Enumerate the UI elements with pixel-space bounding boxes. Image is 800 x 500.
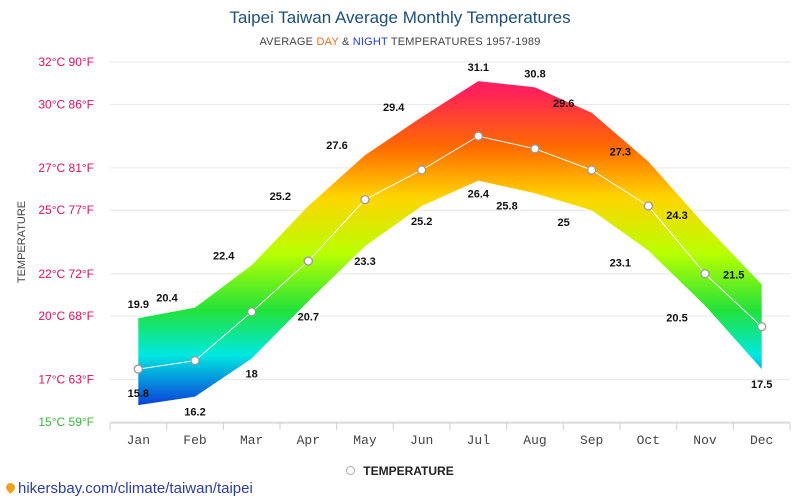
subtitle-night: NIGHT	[352, 36, 388, 48]
day-value-label: 31.1	[468, 62, 489, 74]
temperature-band-layer	[138, 81, 762, 406]
x-tick-label: Jan	[127, 433, 150, 448]
x-tick-label: Apr	[297, 433, 320, 448]
night-value-label: 17.5	[751, 379, 772, 391]
x-tick-label: Dec	[750, 433, 773, 448]
y-tick-label: 20°C 68°F	[38, 309, 94, 323]
y-axis-title: TEMPERATURE	[16, 201, 28, 283]
day-value-label: 27.6	[326, 140, 347, 152]
night-value-label: 20.7	[298, 311, 319, 323]
chart-subtitle: AVERAGE DAY & NIGHT TEMPERATURES 1957-19…	[259, 36, 541, 48]
night-value-label: 23.1	[610, 257, 631, 269]
night-value-label: 20.5	[666, 313, 687, 325]
day-value-label: 21.5	[723, 269, 744, 281]
legend-marker-icon	[346, 466, 356, 476]
temperature-point	[643, 201, 653, 211]
y-tick-label: 15°C 59°F	[38, 415, 94, 429]
day-value-label: 22.4	[213, 250, 235, 262]
night-value-label: 26.4	[468, 189, 490, 201]
temperature-point	[473, 131, 483, 141]
night-value-label: 23.3	[354, 256, 375, 268]
x-tick-label: Nov	[693, 433, 717, 448]
y-tick-label: 22°C 72°F	[38, 267, 94, 281]
y-tick-label: 17°C 63°F	[38, 373, 94, 387]
map-pin-icon	[4, 480, 17, 494]
x-tick-label: Sep	[580, 433, 603, 448]
data-label-layer: 19.9 20.4 22.4 25.2 27.6 29.4 31.1 30.8 29.6 27.3…	[128, 62, 773, 419]
night-value-label: 16.2	[184, 407, 205, 419]
day-value-label: 30.8	[524, 68, 545, 80]
chart-legend[interactable]: TEMPERATURE	[0, 464, 800, 478]
x-tick-label: Feb	[183, 433, 206, 448]
x-tick-label: Jul	[467, 433, 491, 448]
source-url: hikersbay.com/climate/taiwan/taipei	[18, 480, 253, 497]
temperature-point	[757, 322, 767, 332]
night-value-label: 25.8	[496, 200, 517, 212]
chart-title: Taipei Taiwan Average Monthly Temperatur…	[229, 8, 571, 27]
day-value-label: 29.4	[383, 102, 405, 114]
day-value-label: 20.4	[156, 293, 178, 305]
temperature-point	[360, 194, 370, 205]
day-value-label: 29.6	[553, 98, 574, 110]
y-tick-label: 25°C 77°F	[38, 203, 94, 217]
temperature-point	[530, 144, 540, 154]
temperature-point	[190, 355, 200, 366]
x-tick-label: Aug	[523, 433, 546, 448]
x-tick-label: May	[353, 433, 377, 448]
day-value-label: 19.9	[128, 299, 149, 311]
x-axis: Jan Feb Mar Apr May Jun Jul Aug Sep Oct Nov Dec	[109, 422, 791, 448]
night-value-label: 15.8	[128, 388, 149, 400]
temperature-point	[303, 256, 313, 266]
temperature-point	[587, 165, 597, 175]
day-value-label: 27.3	[610, 147, 631, 159]
temperature-line	[138, 135, 763, 370]
temperature-point	[247, 307, 257, 317]
day-value-label: 24.3	[666, 210, 687, 222]
y-axis: 15°C 59°F 17°C 63°F 20°C 68°F 22°C 72°F 25°C…	[16, 55, 94, 429]
day-night-band	[138, 81, 762, 406]
x-tick-label: Jun	[410, 433, 433, 448]
temperature-line-layer	[133, 131, 767, 374]
night-value-label: 25	[558, 217, 570, 229]
y-tick-label: 32°C 90°F	[38, 55, 94, 69]
temperature-point	[133, 364, 143, 374]
day-value-label: 25.2	[270, 191, 291, 203]
y-tick-label: 27°C 81°F	[38, 161, 94, 175]
x-tick-label: Oct	[637, 433, 660, 448]
x-tick-label: Mar	[240, 433, 263, 448]
night-value-label: 25.2	[411, 216, 432, 228]
y-tick-label: 30°C 86°F	[38, 97, 94, 111]
subtitle-day: DAY	[316, 36, 339, 48]
temperature-point	[417, 165, 427, 175]
temperature-point	[700, 269, 710, 279]
night-value-label: 18	[246, 368, 258, 380]
source-link[interactable]: hikersbay.com/climate/taiwan/taipei	[4, 480, 253, 497]
legend-label: TEMPERATURE	[363, 464, 454, 478]
